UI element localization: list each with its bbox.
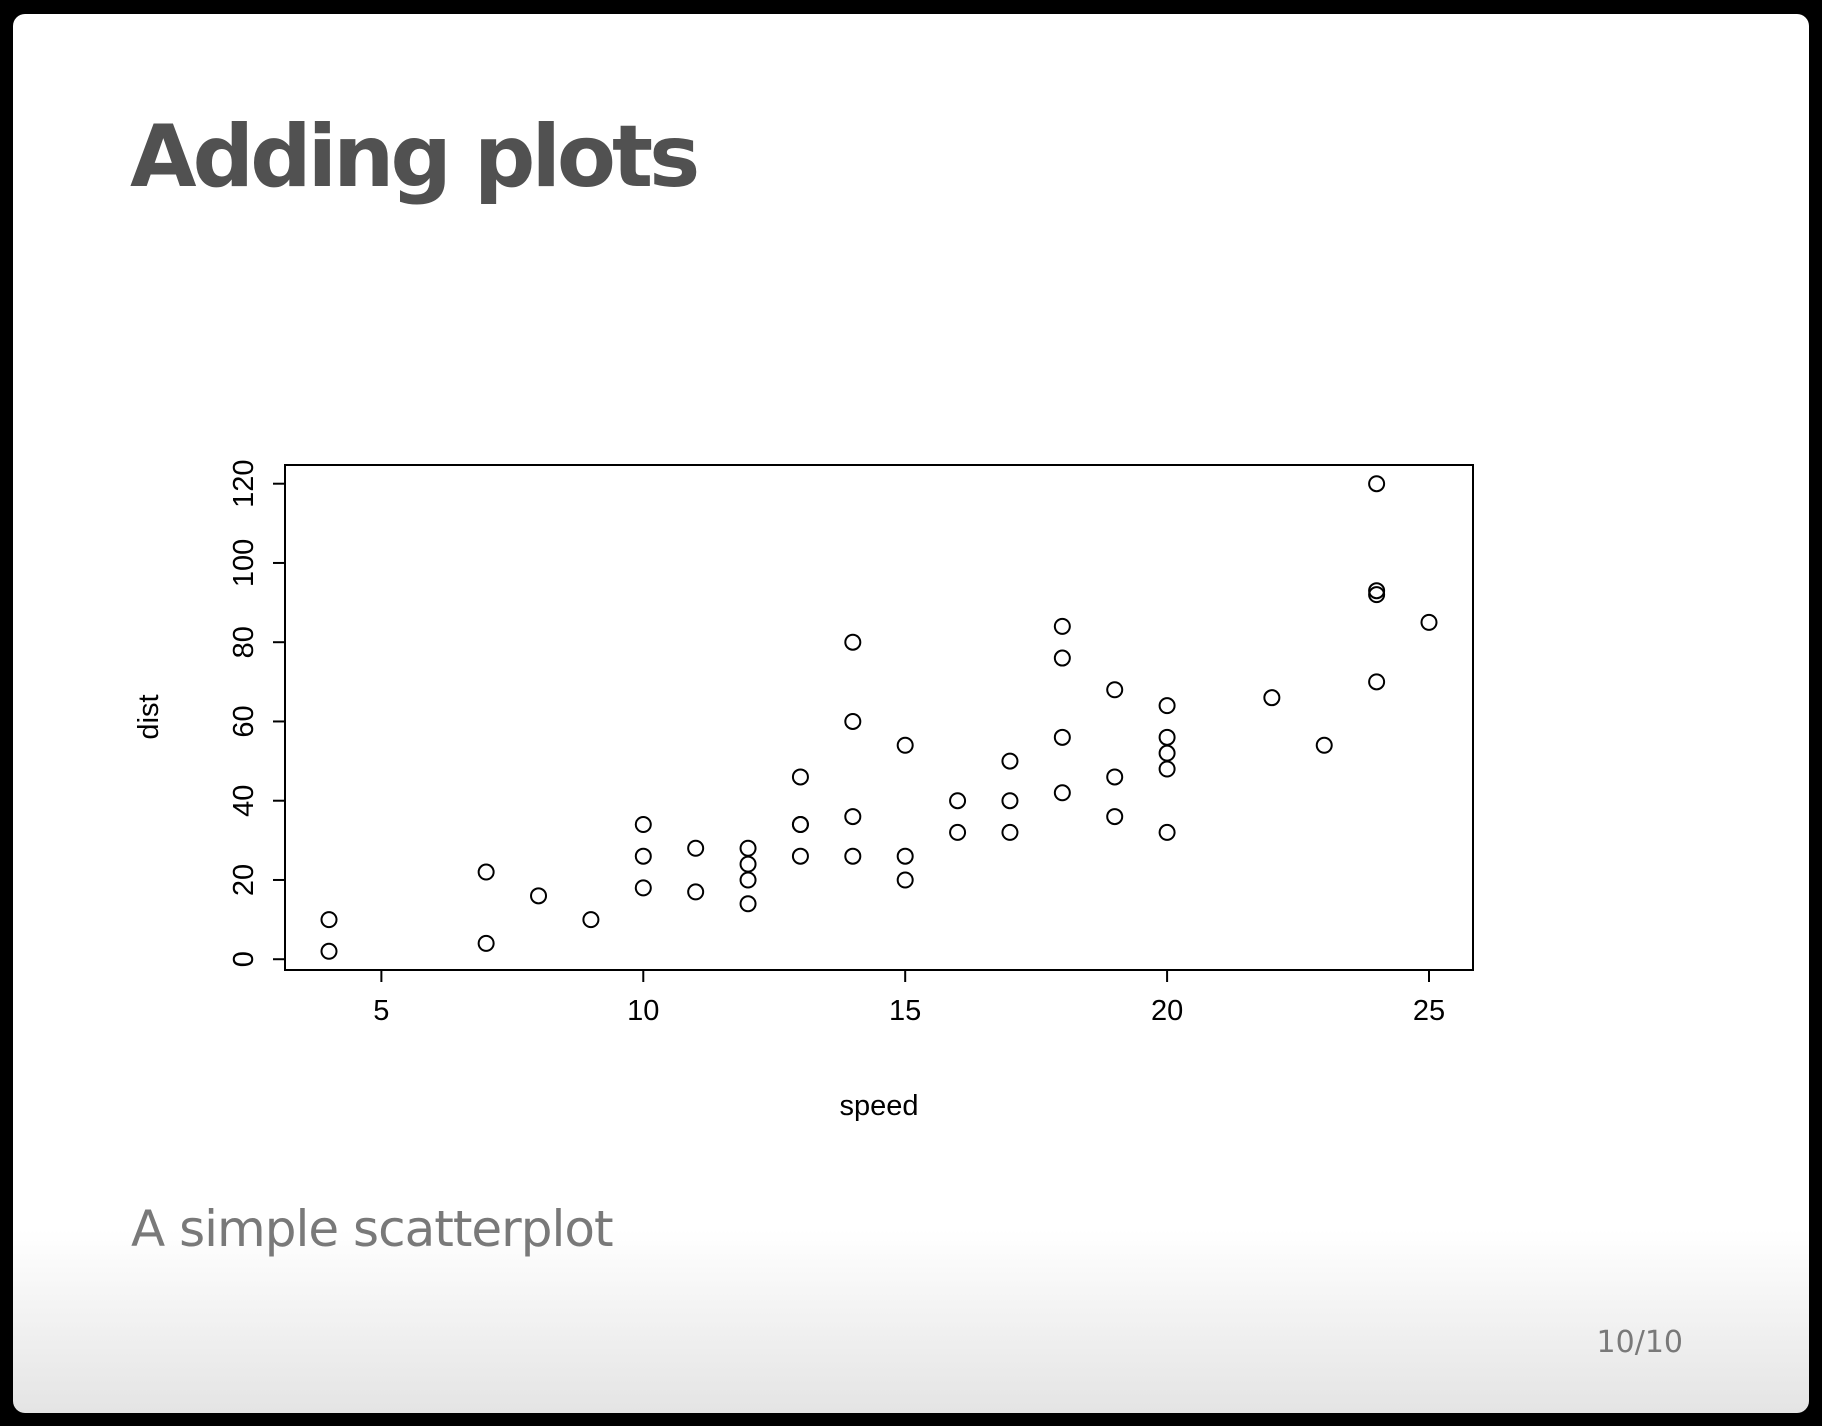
y-tick-label: 20 [228, 864, 260, 896]
data-point [634, 815, 652, 833]
data-point [1315, 736, 1333, 754]
data-point [687, 883, 705, 901]
data-point [739, 855, 757, 873]
x-tick-label: 15 [889, 995, 921, 1027]
x-tick-label: 10 [627, 995, 659, 1027]
y-tick-label: 60 [228, 705, 260, 737]
data-point [1368, 475, 1386, 493]
x-tick-label: 20 [1151, 995, 1183, 1027]
data-point [477, 934, 495, 952]
data-point [687, 839, 705, 857]
data-point [1158, 823, 1176, 841]
x-axis: 5 10 15 20 25 [373, 969, 1445, 1027]
data-point [844, 712, 862, 730]
data-point [1106, 768, 1124, 786]
data-point [477, 863, 495, 881]
data-point [1368, 673, 1386, 691]
y-tick-label: 80 [228, 626, 260, 658]
data-point [739, 871, 757, 889]
slide: Adding plots 5 10 15 20 25 0 20 40 60 80 100 120 s… [13, 14, 1809, 1413]
data-point [739, 895, 757, 913]
data-point [739, 839, 757, 857]
page-number: 10/10 [1596, 1325, 1683, 1360]
data-point [1420, 613, 1438, 631]
slide-caption: A simple scatterplot [131, 1200, 614, 1258]
scatter-chart: 5 10 15 20 25 0 20 40 60 80 100 120 speed dist [133, 460, 1474, 1122]
data-point [1053, 784, 1071, 802]
y-axis: 0 20 40 60 80 100 120 [228, 460, 286, 967]
data-point [320, 911, 338, 929]
data-point [949, 792, 967, 810]
y-tick-label: 0 [228, 951, 260, 967]
data-point [896, 847, 914, 865]
data-point [844, 633, 862, 651]
data-point [634, 879, 652, 897]
data-point [1001, 823, 1019, 841]
data-point [1158, 728, 1176, 746]
data-point [1158, 744, 1176, 762]
x-axis-label: speed [839, 1090, 918, 1122]
data-point [1053, 649, 1071, 667]
data-point [634, 847, 652, 865]
data-point [1158, 697, 1176, 715]
slide-title: Adding plots [130, 107, 700, 207]
data-point [844, 847, 862, 865]
data-point [896, 871, 914, 889]
data-point [1368, 582, 1386, 600]
y-axis-label: dist [133, 694, 165, 739]
y-tick-label: 100 [228, 539, 260, 587]
data-point [530, 887, 548, 905]
data-point [791, 815, 809, 833]
data-point [1106, 681, 1124, 699]
data-point [1001, 752, 1019, 770]
data-point [1001, 792, 1019, 810]
x-tick-label: 5 [373, 995, 389, 1027]
data-point [1106, 808, 1124, 826]
y-tick-label: 120 [228, 460, 260, 508]
data-point [582, 911, 600, 929]
plot-frame [284, 464, 1474, 971]
data-point [791, 768, 809, 786]
data-points [320, 475, 1438, 960]
data-point [1158, 760, 1176, 778]
data-point [844, 808, 862, 826]
x-tick-label: 25 [1413, 995, 1445, 1027]
data-point [791, 847, 809, 865]
data-point [1053, 617, 1071, 635]
y-tick-label: 40 [228, 785, 260, 817]
data-point [1263, 689, 1281, 707]
data-point [1053, 728, 1071, 746]
data-point [949, 823, 967, 841]
data-point [320, 942, 338, 960]
data-point [896, 736, 914, 754]
